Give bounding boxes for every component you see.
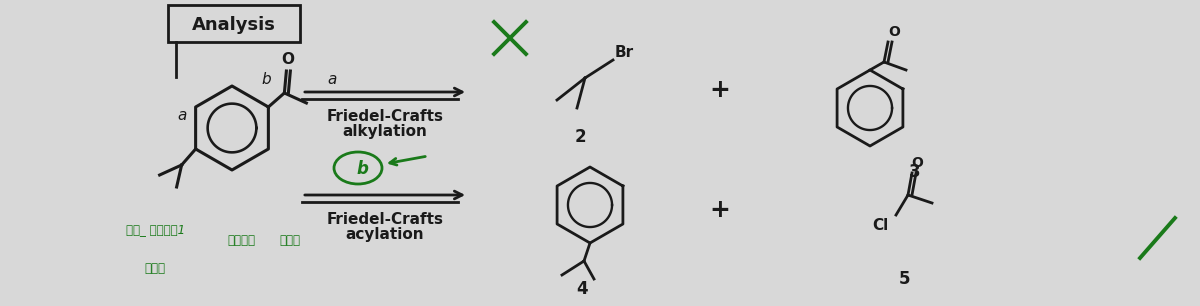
Text: صمع: صمع <box>278 233 300 247</box>
Bar <box>168 5 300 42</box>
Text: +: + <box>709 198 731 222</box>
Text: Friedel-Crafts: Friedel-Crafts <box>326 212 444 227</box>
Text: O: O <box>911 156 923 170</box>
Text: b: b <box>356 160 368 178</box>
Text: O: O <box>281 52 294 67</box>
Text: O: O <box>888 25 900 39</box>
Text: اه_ مركب1: اه_ مركب1 <box>126 223 185 237</box>
Text: Friedel-Crafts: Friedel-Crafts <box>326 109 444 124</box>
Text: 5: 5 <box>899 270 910 288</box>
Text: 3: 3 <box>910 163 920 181</box>
Text: Cl: Cl <box>872 218 888 233</box>
Text: b: b <box>262 72 271 87</box>
Text: a: a <box>176 107 186 122</box>
Text: acylation: acylation <box>346 227 425 242</box>
Text: 4: 4 <box>576 280 588 298</box>
Text: alkylation: alkylation <box>342 124 427 139</box>
Text: 2: 2 <box>574 128 586 146</box>
Text: صمع: صمع <box>144 262 166 274</box>
Text: Analysis: Analysis <box>192 16 276 33</box>
Text: a: a <box>328 72 337 87</box>
Text: +: + <box>709 78 731 102</box>
Text: يعطي: يعطي <box>227 233 256 247</box>
Text: Br: Br <box>616 44 634 59</box>
